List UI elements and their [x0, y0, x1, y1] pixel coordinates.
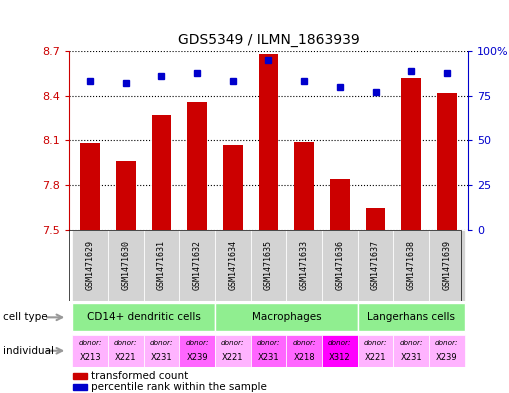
- Text: donor:: donor:: [78, 340, 102, 346]
- Bar: [179, 230, 215, 301]
- Text: donor:: donor:: [150, 340, 173, 346]
- Title: GDS5349 / ILMN_1863939: GDS5349 / ILMN_1863939: [178, 33, 359, 47]
- Text: X312: X312: [329, 353, 351, 362]
- Bar: [72, 230, 108, 301]
- Bar: [393, 335, 429, 367]
- Text: GSM1471637: GSM1471637: [371, 240, 380, 290]
- Text: donor:: donor:: [328, 340, 352, 346]
- Text: donor:: donor:: [293, 340, 316, 346]
- Text: X231: X231: [258, 353, 279, 362]
- Text: X221: X221: [115, 353, 136, 362]
- Bar: [330, 179, 350, 230]
- Text: X239: X239: [186, 353, 208, 362]
- Bar: [402, 78, 421, 230]
- Bar: [116, 162, 135, 230]
- Text: donor:: donor:: [364, 340, 387, 346]
- Bar: [108, 230, 144, 301]
- Text: cell type: cell type: [3, 312, 47, 322]
- Bar: [294, 142, 314, 230]
- Bar: [250, 230, 287, 301]
- Bar: [259, 54, 278, 230]
- Text: GSM1471638: GSM1471638: [407, 240, 416, 290]
- Text: donor:: donor:: [114, 340, 137, 346]
- Bar: [73, 373, 87, 379]
- Bar: [73, 384, 87, 390]
- Text: CD14+ dendritic cells: CD14+ dendritic cells: [87, 312, 201, 322]
- Bar: [80, 143, 100, 230]
- Text: donor:: donor:: [257, 340, 280, 346]
- Text: donor:: donor:: [400, 340, 423, 346]
- Bar: [215, 230, 250, 301]
- Text: individual: individual: [3, 346, 53, 356]
- Text: X218: X218: [293, 353, 315, 362]
- Bar: [287, 335, 322, 367]
- Bar: [322, 335, 358, 367]
- Bar: [393, 230, 429, 301]
- Bar: [72, 335, 108, 367]
- Bar: [287, 230, 322, 301]
- Text: GSM1471633: GSM1471633: [300, 240, 308, 290]
- Bar: [144, 335, 179, 367]
- Bar: [144, 230, 179, 301]
- Bar: [250, 335, 287, 367]
- Text: X231: X231: [401, 353, 422, 362]
- Bar: [72, 303, 215, 332]
- Text: GSM1471631: GSM1471631: [157, 240, 166, 290]
- Text: donor:: donor:: [221, 340, 244, 346]
- Text: GSM1471634: GSM1471634: [229, 240, 237, 290]
- Text: GSM1471636: GSM1471636: [335, 240, 345, 290]
- Bar: [187, 102, 207, 230]
- Text: GSM1471630: GSM1471630: [121, 240, 130, 290]
- Text: Langerhans cells: Langerhans cells: [367, 312, 455, 322]
- Bar: [108, 335, 144, 367]
- Bar: [358, 230, 393, 301]
- Text: GSM1471639: GSM1471639: [442, 240, 451, 290]
- Bar: [215, 335, 250, 367]
- Bar: [429, 335, 465, 367]
- Text: X221: X221: [365, 353, 386, 362]
- Bar: [358, 303, 465, 332]
- Bar: [152, 115, 172, 230]
- Bar: [358, 335, 393, 367]
- Text: Macrophages: Macrophages: [251, 312, 321, 322]
- Bar: [215, 303, 358, 332]
- Bar: [322, 230, 358, 301]
- Bar: [365, 208, 385, 230]
- Text: GSM1471632: GSM1471632: [192, 240, 202, 290]
- Text: transformed count: transformed count: [91, 371, 188, 381]
- Text: X213: X213: [79, 353, 101, 362]
- Text: X221: X221: [222, 353, 244, 362]
- Bar: [179, 335, 215, 367]
- Text: X231: X231: [151, 353, 172, 362]
- Text: X239: X239: [436, 353, 458, 362]
- Text: GSM1471635: GSM1471635: [264, 240, 273, 290]
- Text: percentile rank within the sample: percentile rank within the sample: [91, 382, 267, 392]
- Bar: [223, 145, 243, 230]
- Text: donor:: donor:: [185, 340, 209, 346]
- Bar: [429, 230, 465, 301]
- Text: donor:: donor:: [435, 340, 459, 346]
- Bar: [437, 93, 457, 230]
- Text: GSM1471629: GSM1471629: [86, 240, 95, 290]
